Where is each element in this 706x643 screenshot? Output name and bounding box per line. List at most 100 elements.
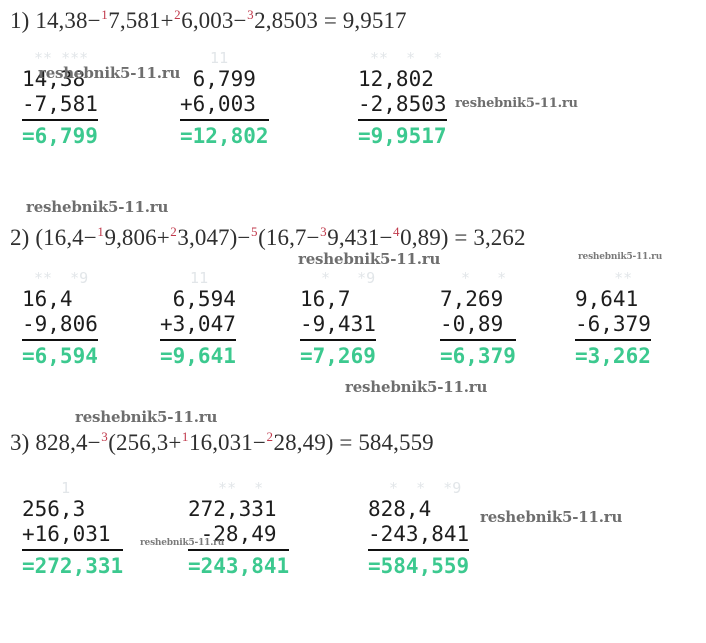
operator: − bbox=[379, 225, 393, 250]
operand-bottom: -9,431 bbox=[300, 312, 376, 336]
equation-term: 6,003 bbox=[181, 8, 234, 33]
equation-line-3: 3) 828,4−3(256,3+116,031−228,49) = 584,55… bbox=[10, 430, 434, 456]
problem-number-2: 2) bbox=[10, 225, 30, 250]
calc-row-3: 1 256,3 +16,031 =272,331 ** * 272,331 -2… bbox=[0, 480, 706, 600]
column-result: =7,269 bbox=[300, 344, 376, 368]
carry-marks: ** bbox=[587, 269, 633, 287]
carry-marks: ** * * bbox=[370, 49, 443, 67]
step-superscript: 2 bbox=[174, 7, 181, 23]
problem-number-3: 3) bbox=[10, 430, 30, 455]
operand-top: 14,38 bbox=[22, 67, 86, 91]
column-result: =3,262 bbox=[575, 344, 651, 368]
equation-term: (256,3 bbox=[108, 430, 169, 455]
sum-rule bbox=[22, 549, 124, 551]
carry-marks: 11 bbox=[192, 49, 229, 67]
operand-bottom: +16,031 bbox=[22, 522, 111, 546]
column-result: =6,799 bbox=[22, 124, 98, 148]
operator: − bbox=[306, 225, 320, 250]
operand-bottom: +3,047 bbox=[160, 312, 236, 336]
equation-term: 9,806 bbox=[104, 225, 157, 250]
equation-term: 7,581 bbox=[108, 8, 161, 33]
equation-expression-2: (16,4−19,806+23,047)−5(16,7−39,431−40,89… bbox=[35, 225, 525, 250]
operand-top: 828,4 bbox=[368, 497, 432, 521]
sum-rule bbox=[368, 549, 470, 551]
column-result: =584,559 bbox=[368, 554, 470, 578]
column-result: =9,641 bbox=[160, 344, 236, 368]
calc-column-1-3: ** * * 12,802 -2,8503 =9,9517 bbox=[358, 50, 447, 149]
step-superscript: 3 bbox=[101, 429, 108, 445]
step-superscript: 1 bbox=[97, 224, 104, 240]
calc-row-2: ** *9 16,4 -9,806 =6,594 11 6,594 +3,047… bbox=[0, 270, 706, 390]
watermark-text: reshebnik5-11.ru bbox=[26, 198, 169, 216]
equation-term: 28,49) bbox=[273, 430, 334, 455]
carry-marks: 1 bbox=[34, 479, 71, 497]
operator: − bbox=[237, 225, 251, 250]
operand-top: 7,269 bbox=[440, 287, 504, 311]
equation-term: 2,8503 bbox=[254, 8, 319, 33]
sum-rule bbox=[575, 339, 651, 341]
step-superscript: 1 bbox=[101, 7, 108, 23]
calc-column-2-2: 11 6,594 +3,047 =9,641 bbox=[160, 270, 236, 369]
operator: + bbox=[168, 430, 182, 455]
step-superscript: 4 bbox=[393, 224, 400, 240]
operand-bottom: +6,003 bbox=[180, 92, 256, 116]
operand-bottom: -28,49 bbox=[188, 522, 277, 546]
sum-rule bbox=[358, 119, 447, 121]
calc-column-2-3: * *9 16,7 -9,431 =7,269 bbox=[300, 270, 376, 369]
operator: − bbox=[83, 225, 97, 250]
equation-term: (16,7 bbox=[258, 225, 307, 250]
operand-top: 6,594 bbox=[160, 287, 236, 311]
operator: − bbox=[233, 8, 247, 33]
sum-rule bbox=[300, 339, 376, 341]
operand-top: 16,7 bbox=[300, 287, 351, 311]
operator: − bbox=[87, 8, 101, 33]
step-superscript: 2 bbox=[170, 224, 177, 240]
column-result: =272,331 bbox=[22, 554, 124, 578]
sum-rule bbox=[440, 339, 516, 341]
equation-term: 828,4 bbox=[35, 430, 88, 455]
equation-term: = 9,9517 bbox=[318, 8, 407, 33]
calc-row-1: ** *** 14,38 -7,581 =6,799 11 6,799 +6,0… bbox=[0, 50, 706, 170]
step-superscript: 3 bbox=[247, 7, 254, 23]
operand-top: 272,331 bbox=[188, 497, 277, 521]
operator: − bbox=[252, 430, 266, 455]
carry-marks: ** * bbox=[200, 479, 264, 497]
carry-marks: ** *** bbox=[34, 49, 89, 67]
operand-bottom: -243,841 bbox=[368, 522, 470, 546]
operand-bottom: -7,581 bbox=[22, 92, 98, 116]
calc-column-1-1: ** *** 14,38 -7,581 =6,799 bbox=[22, 50, 98, 149]
column-result: =12,802 bbox=[180, 124, 269, 148]
equation-term: 0,89) bbox=[400, 225, 449, 250]
equation-line-1: 1) 14,38−17,581+26,003−32,8503 = 9,9517 bbox=[10, 8, 407, 34]
equation-term: = 3,262 bbox=[448, 225, 526, 250]
column-result: =243,841 bbox=[188, 554, 290, 578]
carry-marks: 11 bbox=[172, 269, 209, 287]
carry-marks: * * *9 bbox=[380, 479, 462, 497]
column-result: =6,594 bbox=[22, 344, 98, 368]
problem-number-1: 1) bbox=[10, 8, 30, 33]
operand-top: 256,3 bbox=[22, 497, 86, 521]
equation-term: 3,047) bbox=[177, 225, 238, 250]
equation-line-2: 2) (16,4−19,806+23,047)−5(16,7−39,431−40,… bbox=[10, 225, 526, 251]
column-result: =6,379 bbox=[440, 344, 516, 368]
operand-top: 12,802 bbox=[358, 67, 434, 91]
calc-column-2-1: ** *9 16,4 -9,806 =6,594 bbox=[22, 270, 98, 369]
step-superscript: 5 bbox=[251, 224, 258, 240]
calc-column-2-5: ** 9,641 -6,379 =3,262 bbox=[575, 270, 651, 369]
calc-column-3-1: 1 256,3 +16,031 =272,331 bbox=[22, 479, 124, 579]
operand-top: 9,641 bbox=[575, 287, 639, 311]
step-superscript: 2 bbox=[266, 429, 274, 445]
equation-term: 14,38 bbox=[35, 8, 88, 33]
calc-column-3-3: * * *9 828,4 -243,841 =584,559 bbox=[368, 479, 470, 579]
equation-term: 16,031 bbox=[189, 430, 253, 455]
operand-bottom: -0,89 bbox=[440, 312, 504, 336]
operand-bottom: -6,379 bbox=[575, 312, 651, 336]
sum-rule bbox=[160, 339, 236, 341]
sum-rule bbox=[22, 339, 98, 341]
equation-expression-3: 828,4−3(256,3+116,031−228,49) = 584,559 bbox=[35, 430, 433, 455]
operator: + bbox=[160, 8, 174, 33]
operand-top: 16,4 bbox=[22, 287, 73, 311]
watermark-text: reshebnik5-11.ru bbox=[578, 252, 663, 262]
column-result: =9,9517 bbox=[358, 124, 447, 148]
